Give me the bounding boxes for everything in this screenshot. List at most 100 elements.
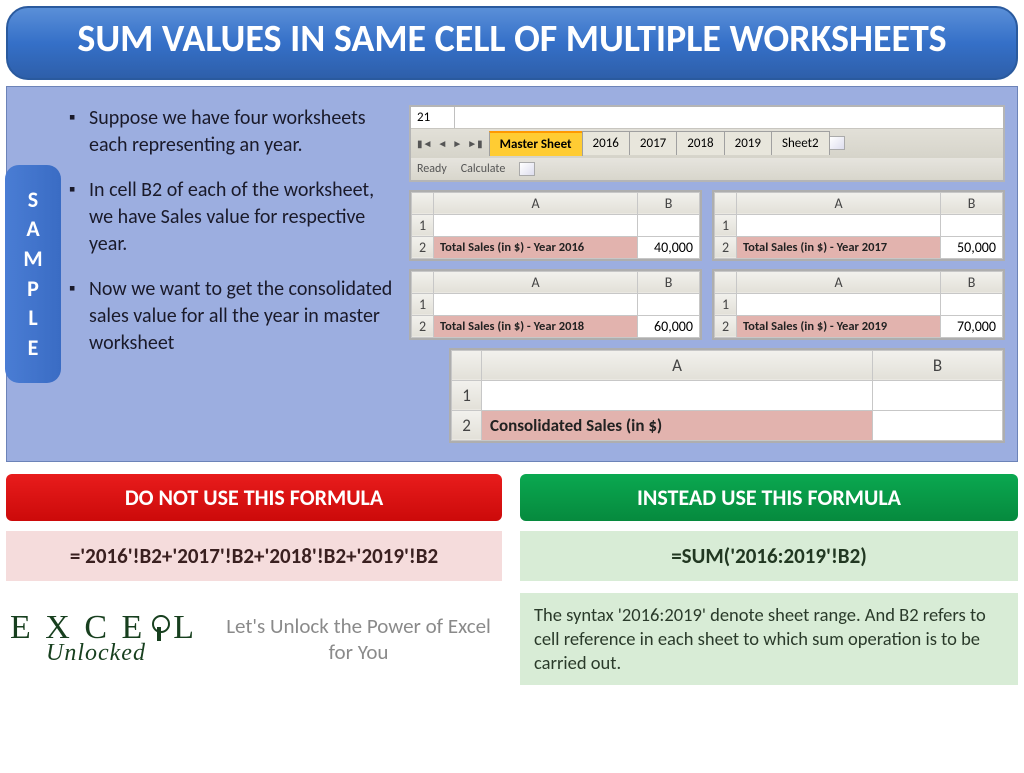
empty-cell [873, 380, 1003, 410]
sheet-tab-master: Master Sheet [489, 131, 583, 156]
excel-unlocked-logo: E X C E L Unlocked [6, 611, 201, 667]
nav-last-icon: ►▮ [465, 136, 484, 151]
row-head-1: 1 [715, 214, 737, 236]
excel-status-bar: Ready Calculate [411, 158, 1003, 180]
sheet-tab-2016: 2016 [582, 131, 630, 155]
excel-name-formula-row: 21 [411, 107, 1003, 129]
bullet-item: Suppose we have four worksheets each rep… [67, 105, 397, 159]
col-head-a: A [737, 271, 941, 293]
sample-tab-letter: S [5, 185, 61, 215]
page-title-banner: SUM VALUES IN SAME CELL OF MULTIPLE WORK… [6, 6, 1018, 80]
empty-cell [941, 293, 1003, 315]
row-head-2: 2 [412, 315, 434, 337]
keyhole-icon [147, 613, 171, 643]
corner-cell [715, 271, 737, 293]
status-calculate: Calculate [461, 162, 506, 176]
sample-panel: S A M P L E Suppose we have four workshe… [6, 86, 1018, 462]
row-head-1: 1 [715, 293, 737, 315]
nav-prev-icon: ◄ [435, 136, 449, 151]
label-cell: Total Sales (in $) - Year 2019 [737, 315, 941, 337]
sample-bullet-list: Suppose we have four worksheets each rep… [67, 105, 397, 443]
col-head-a: A [482, 350, 873, 380]
empty-cell [941, 214, 1003, 236]
row-head-1: 1 [452, 380, 482, 410]
empty-cell [638, 293, 700, 315]
excel-sheet-tabs-screenshot: 21 ▮◄ ◄ ► ►▮ Master Sheet 2016 2017 2018… [409, 105, 1005, 182]
sample-tab-letter: M [5, 244, 61, 274]
label-cell: Total Sales (in $) - Year 2017 [737, 236, 941, 258]
bullet-item: Now we want to get the consolidated sale… [67, 276, 397, 357]
col-head-a: A [434, 271, 638, 293]
row-head-1: 1 [412, 293, 434, 315]
empty-cell [434, 293, 638, 315]
empty-cell [434, 214, 638, 236]
mini-table-consolidated: AB 1 2Consolidated Sales (in $) [449, 348, 1005, 443]
formula-explain-box: The syntax '2016:2019' denote sheet rang… [520, 593, 1018, 685]
value-cell: 50,000 [941, 236, 1003, 258]
excel-tabs-row: ▮◄ ◄ ► ►▮ Master Sheet 2016 2017 2018 20… [411, 129, 1003, 158]
col-head-a: A [434, 192, 638, 214]
row-head-2: 2 [452, 410, 482, 440]
excel-name-box: 21 [411, 107, 455, 128]
nav-first-icon: ▮◄ [415, 136, 434, 151]
row-head-2: 2 [715, 315, 737, 337]
value-cell: 70,000 [941, 315, 1003, 337]
mini-table-2019: AB 1 2Total Sales (in $) - Year 201970,0… [712, 269, 1005, 340]
corner-cell [412, 271, 434, 293]
row-head-1: 1 [412, 214, 434, 236]
sheet-tab-2019: 2019 [724, 131, 772, 155]
corner-cell [412, 192, 434, 214]
macro-record-icon [519, 162, 535, 176]
label-cell: Total Sales (in $) - Year 2018 [434, 315, 638, 337]
mini-table-2018: AB 1 2Total Sales (in $) - Year 201860,0… [409, 269, 702, 340]
nav-next-icon: ► [450, 136, 464, 151]
sample-tab-letter: A [5, 214, 61, 244]
sample-tab-letter: L [5, 303, 61, 333]
col-head-b: B [941, 192, 1003, 214]
row-head-2: 2 [412, 236, 434, 258]
empty-cell [638, 214, 700, 236]
page-title: SUM VALUES IN SAME CELL OF MULTIPLE WORK… [77, 16, 946, 62]
col-head-b: B [941, 271, 1003, 293]
empty-cell [737, 293, 941, 315]
sheet-nav-arrows: ▮◄ ◄ ► ►▮ [415, 136, 485, 151]
empty-cell [482, 380, 873, 410]
col-head-b: B [638, 271, 700, 293]
insert-sheet-icon [829, 136, 845, 150]
sample-screenshots-column: 21 ▮◄ ◄ ► ►▮ Master Sheet 2016 2017 2018… [409, 105, 1005, 443]
col-head-a: A [737, 192, 941, 214]
sheet-tab-2017: 2017 [629, 131, 677, 155]
row-head-2: 2 [715, 236, 737, 258]
sample-tab-letter: E [5, 333, 61, 363]
do-panel: INSTEAD USE THIS FORMULA =SUM('2016:2019… [520, 474, 1018, 581]
bullet-item: In cell B2 of each of the worksheet, we … [67, 177, 397, 258]
value-cell [873, 410, 1003, 440]
logo-text-top-b: L [173, 613, 197, 644]
dont-panel: DO NOT USE THIS FORMULA ='2016'!B2+'2017… [6, 474, 502, 581]
sample-vertical-tab: S A M P L E [5, 165, 61, 383]
formula-comparison-row: DO NOT USE THIS FORMULA ='2016'!B2+'2017… [6, 474, 1018, 581]
status-ready: Ready [417, 162, 447, 176]
col-head-b: B [873, 350, 1003, 380]
value-cell: 60,000 [638, 315, 700, 337]
value-cell: 40,000 [638, 236, 700, 258]
dont-formula: ='2016'!B2+'2017'!B2+'2018'!B2+'2019'!B2 [6, 531, 502, 581]
logo-tagline-block: E X C E L Unlocked Let's Unlock the Powe… [6, 593, 502, 685]
corner-cell [452, 350, 482, 380]
sheet-tab-2018: 2018 [676, 131, 724, 155]
tagline-text: Let's Unlock the Power of Excel for You [215, 613, 502, 666]
excel-formula-bar [455, 107, 1003, 128]
label-cell: Total Sales (in $) - Year 2016 [434, 236, 638, 258]
dont-header: DO NOT USE THIS FORMULA [6, 474, 502, 521]
mini-table-2017: AB 1 2Total Sales (in $) - Year 201750,0… [712, 190, 1005, 261]
logo-text-bottom: Unlocked [10, 643, 197, 665]
mini-table-2016: AB 1 2Total Sales (in $) - Year 201640,0… [409, 190, 702, 261]
corner-cell [715, 192, 737, 214]
label-cell: Consolidated Sales (in $) [482, 410, 873, 440]
do-formula: =SUM('2016:2019'!B2) [520, 531, 1018, 581]
bottom-row: E X C E L Unlocked Let's Unlock the Powe… [6, 593, 1018, 685]
do-header: INSTEAD USE THIS FORMULA [520, 474, 1018, 521]
col-head-b: B [638, 192, 700, 214]
logo-text-top-a: E X C E [10, 613, 145, 644]
sample-tab-letter: P [5, 274, 61, 304]
